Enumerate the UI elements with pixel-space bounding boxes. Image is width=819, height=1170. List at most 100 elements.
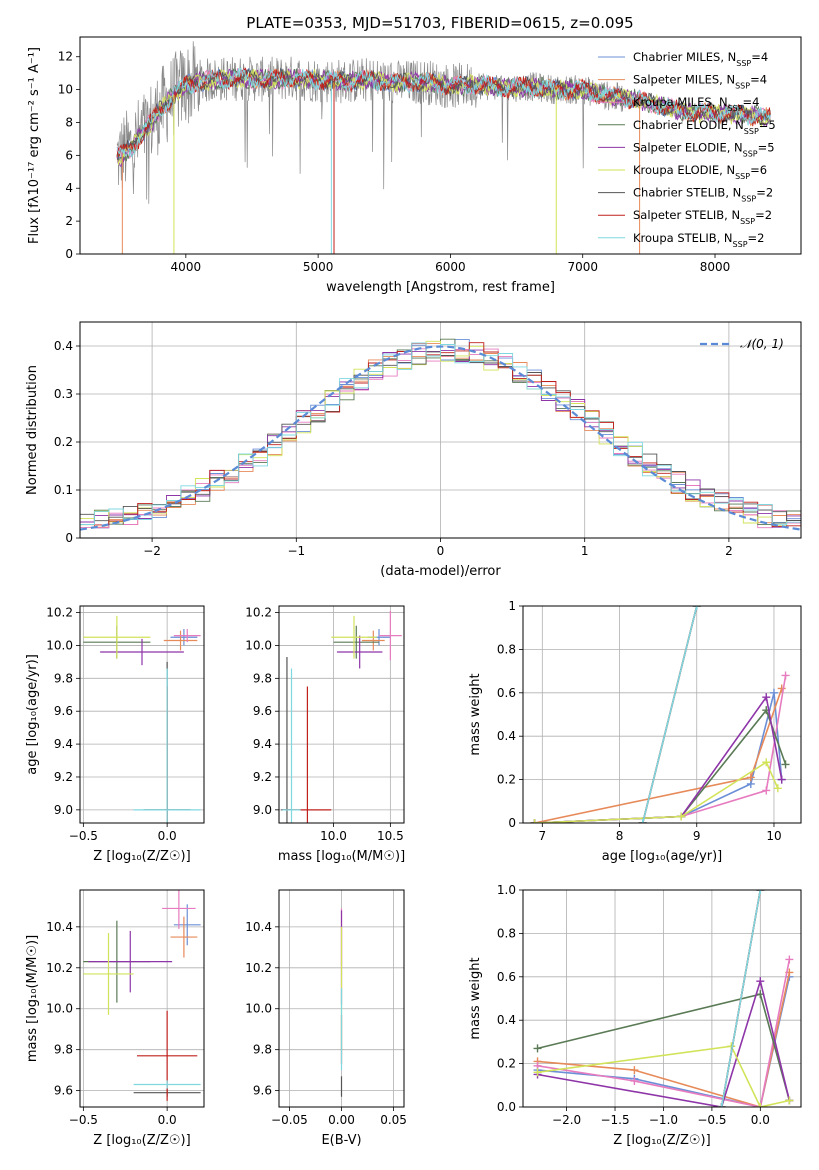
y-tick-label: 0.2 [54,435,73,449]
axes-frame [79,605,205,824]
y-tick-label: 9.6 [253,704,272,718]
y-tick-label: 1 [508,599,516,613]
plot-area-age_vs_mass [281,610,402,823]
y-tick-label: 10 [58,83,73,97]
figure-title: PLATE=0353, MJD=51703, FIBERID=0615, z=0… [246,14,633,32]
marker-kroupa_elodie [762,758,771,767]
y-tick-label: 9.2 [54,770,73,784]
y-tick-label: 9.8 [54,1043,73,1057]
series-kroupa_elodie [537,1045,790,1107]
y-tick-label: 9.6 [253,1084,272,1098]
x-axis-label: wavelength [Angstrom, rest frame] [326,280,555,295]
axes-frame [278,605,405,824]
x-tick-label: −2 [143,544,161,558]
y-tick-label: 9.8 [253,671,272,685]
marker-kroupa_miles [762,786,771,795]
x-tick-label: 6000 [435,260,466,274]
marker-kroupa_miles [630,1076,639,1085]
series-salpeter_elodie [537,978,791,1107]
marker-kroupa_elodie [677,812,686,821]
marker-kroupa_miles [781,671,790,680]
x-axis-label: Z [log₁₀(Z/Z☉)] [93,849,190,864]
series-kroupa_miles [537,959,791,1107]
y-axis-label: mass weight [468,957,483,1039]
y-tick-label: 0.1 [54,483,73,497]
x-tick-label: −2.0 [552,1113,581,1127]
x-tick-label: −0.5 [69,829,98,843]
plot-area-residuals [80,338,801,531]
plot-area-weight_vs_age [530,606,790,823]
x-tick-label: 9 [693,829,701,843]
y-axis-label: Flux [fλ10⁻¹⁷ erg cm⁻² s⁻¹ A⁻¹] [27,47,42,244]
plot-area-mass_vs_Z [83,890,201,1101]
y-tick-label: 0.4 [497,729,516,743]
marker-salpeter_elodie [762,693,771,702]
y-tick-label: 9.6 [54,704,73,718]
x-tick-label: 0.0 [158,829,177,843]
panel-mass_vs_ebv: −0.05 0.00 0.05 9.6 9.8 10.0 10.2 10.4 E(B-V) [245,889,407,1148]
series-kroupa_miles [534,675,787,823]
x-axis-label: Z [log₁₀(Z/Z☉)] [93,1133,190,1148]
x-axis-label: (data-model)/error [380,564,501,579]
y-axis-label: age [log₁₀(age/yr)] [25,654,40,775]
axes-frame [79,36,802,255]
x-tick-label: 5000 [303,260,334,274]
panel-age_vs_Z: −0.5 0.0 9.0 9.2 9.4 9.6 9.8 10.0 10.2 Z [log₁₀(Z… [25,605,205,864]
marker-kroupa_elodie [756,1103,765,1107]
marker-kroupa_stelib [638,819,647,823]
y-tick-label: 4 [65,181,73,195]
x-axis-label: mass [log₁₀(M/M☉)] [278,849,405,864]
y-tick-label: 10.0 [245,638,272,652]
x-tick-label: 10.0 [320,829,347,843]
axes-frame [278,889,405,1108]
marker-salpeter_elodie [756,977,765,986]
y-tick-label: 10.0 [46,1002,73,1016]
marker-kroupa_elodie [530,819,539,823]
x-tick-label: 10.5 [377,829,404,843]
plot-area-weight_vs_Z [533,890,794,1107]
normal-curve [80,345,801,531]
x-tick-label: −0.5 [69,1113,98,1127]
y-tick-label: 9.2 [253,770,272,784]
plot-area-age_vs_Z [83,615,201,823]
y-tick-label: 0.8 [497,642,516,656]
y-tick-label: 0.4 [497,1013,516,1027]
y-axis-label: Normed distribution [25,365,40,495]
y-tick-label: 9.6 [54,1084,73,1098]
marker-salpeter_miles [777,684,786,693]
legend-label: Chabrier ELODIE, NSSP=5 [633,118,776,136]
y-tick-label: 10.0 [46,638,73,652]
x-tick-label: 4000 [171,260,202,274]
y-tick-label: 0.2 [497,773,516,787]
x-tick-label: 0 [437,544,445,558]
y-tick-label: 1.0 [497,883,516,897]
x-axis-label: Z [log₁₀(Z/Z☉)] [613,1133,710,1148]
histogram-kroupa_stelib [80,342,801,526]
series-salpeter_miles [534,688,783,823]
y-tick-label: 0 [508,816,516,830]
y-tick-label: 0.8 [497,926,516,940]
x-tick-label: −1 [287,544,305,558]
y-tick-label: 8 [65,115,73,129]
x-tick-label: 0.0 [751,1113,770,1127]
marker-chabrier_elodie [781,760,790,769]
y-tick-label: 9.0 [253,803,272,817]
x-tick-label: 0.00 [328,1113,355,1127]
x-tick-label: 0.05 [380,1113,407,1127]
marker-kroupa_miles [785,955,794,964]
y-tick-label: 9.4 [54,737,73,751]
series-kroupa_elodie [534,761,779,823]
x-tick-label: 8000 [700,260,731,274]
plot-area-spectrum [116,41,771,254]
x-tick-label: 8 [616,829,624,843]
y-tick-label: 6 [65,148,73,162]
panel-age_vs_mass: 10.0 10.5 9.0 9.2 9.4 9.6 9.8 10.0 10.2 mass [log… [245,605,405,864]
y-tick-label: 10.4 [46,920,73,934]
model-kroupa_stelib [116,67,771,158]
y-tick-label: 9.4 [253,737,272,751]
marker-kroupa_elodie [533,1068,542,1077]
series-kroupa_stelib [641,606,698,823]
y-tick-label: 10.2 [46,961,73,975]
x-tick-label: 7 [538,829,546,843]
